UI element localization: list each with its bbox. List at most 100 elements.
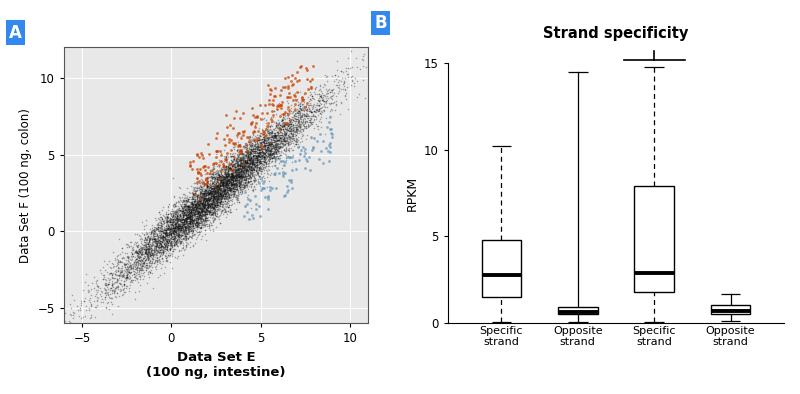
Point — [190, 213, 202, 219]
Point — [205, 209, 218, 215]
Point — [285, 130, 298, 136]
Point — [141, 237, 154, 243]
Point — [206, 215, 218, 221]
Point — [186, 199, 198, 206]
Point — [205, 202, 218, 208]
Point — [210, 213, 223, 219]
Point — [210, 175, 223, 181]
Point — [150, 230, 163, 237]
Point — [175, 229, 188, 235]
Point — [217, 182, 230, 189]
Point — [114, 267, 126, 273]
Point — [258, 154, 271, 160]
Point — [186, 225, 199, 232]
Point — [295, 107, 308, 113]
Point — [195, 177, 208, 183]
Point — [201, 201, 214, 208]
Point — [192, 217, 205, 223]
Point — [254, 167, 266, 173]
Point — [238, 174, 250, 180]
Point — [243, 183, 256, 189]
Point — [126, 277, 139, 283]
Point — [220, 178, 233, 184]
Point — [220, 182, 233, 189]
Point — [178, 221, 191, 228]
Point — [215, 198, 228, 204]
Point — [246, 153, 259, 159]
Point — [201, 188, 214, 195]
Point — [110, 285, 122, 291]
Point — [240, 175, 253, 181]
Point — [206, 201, 218, 207]
Point — [194, 205, 207, 212]
Point — [230, 171, 242, 178]
Point — [139, 243, 152, 249]
Point — [283, 155, 296, 162]
Point — [248, 162, 261, 169]
Point — [253, 173, 266, 180]
Point — [211, 180, 224, 187]
Point — [274, 139, 286, 146]
Point — [170, 199, 182, 205]
Point — [204, 209, 217, 216]
Point — [258, 127, 271, 134]
Point — [192, 209, 205, 216]
Point — [193, 214, 206, 220]
Point — [188, 204, 201, 210]
Point — [287, 132, 300, 138]
Point — [282, 113, 294, 119]
Point — [261, 146, 274, 152]
Point — [218, 177, 230, 184]
Point — [164, 226, 177, 232]
Point — [207, 205, 220, 211]
Point — [191, 212, 204, 219]
Point — [289, 158, 302, 164]
Point — [198, 201, 210, 207]
Point — [96, 272, 109, 278]
Point — [212, 182, 225, 189]
Point — [145, 243, 158, 249]
Point — [210, 178, 222, 184]
Point — [223, 187, 236, 193]
Point — [218, 195, 231, 202]
Point — [285, 121, 298, 128]
Point — [180, 206, 193, 212]
Point — [319, 100, 332, 107]
Point — [267, 112, 280, 118]
Point — [147, 232, 160, 238]
Point — [310, 108, 322, 115]
Point — [273, 124, 286, 130]
Point — [180, 202, 193, 208]
Point — [169, 224, 182, 230]
Point — [246, 148, 258, 154]
Point — [274, 92, 286, 98]
Point — [154, 223, 166, 230]
Point — [150, 247, 162, 253]
Point — [261, 174, 274, 180]
Point — [291, 121, 304, 128]
Point — [159, 227, 172, 234]
Point — [182, 207, 195, 214]
Point — [230, 148, 243, 154]
Point — [210, 204, 223, 210]
Point — [191, 208, 204, 215]
Point — [214, 174, 227, 180]
Point — [286, 138, 298, 144]
Point — [304, 84, 317, 90]
Point — [183, 224, 196, 230]
Point — [183, 204, 196, 211]
Point — [178, 217, 190, 224]
Point — [244, 174, 257, 180]
Point — [159, 217, 172, 223]
Point — [205, 190, 218, 197]
Point — [208, 187, 221, 193]
Point — [200, 186, 213, 193]
Point — [310, 102, 322, 108]
Point — [234, 169, 247, 175]
Point — [278, 138, 291, 145]
Point — [181, 222, 194, 228]
Point — [180, 216, 193, 222]
Point — [246, 186, 259, 192]
Point — [197, 201, 210, 208]
Point — [164, 246, 177, 253]
